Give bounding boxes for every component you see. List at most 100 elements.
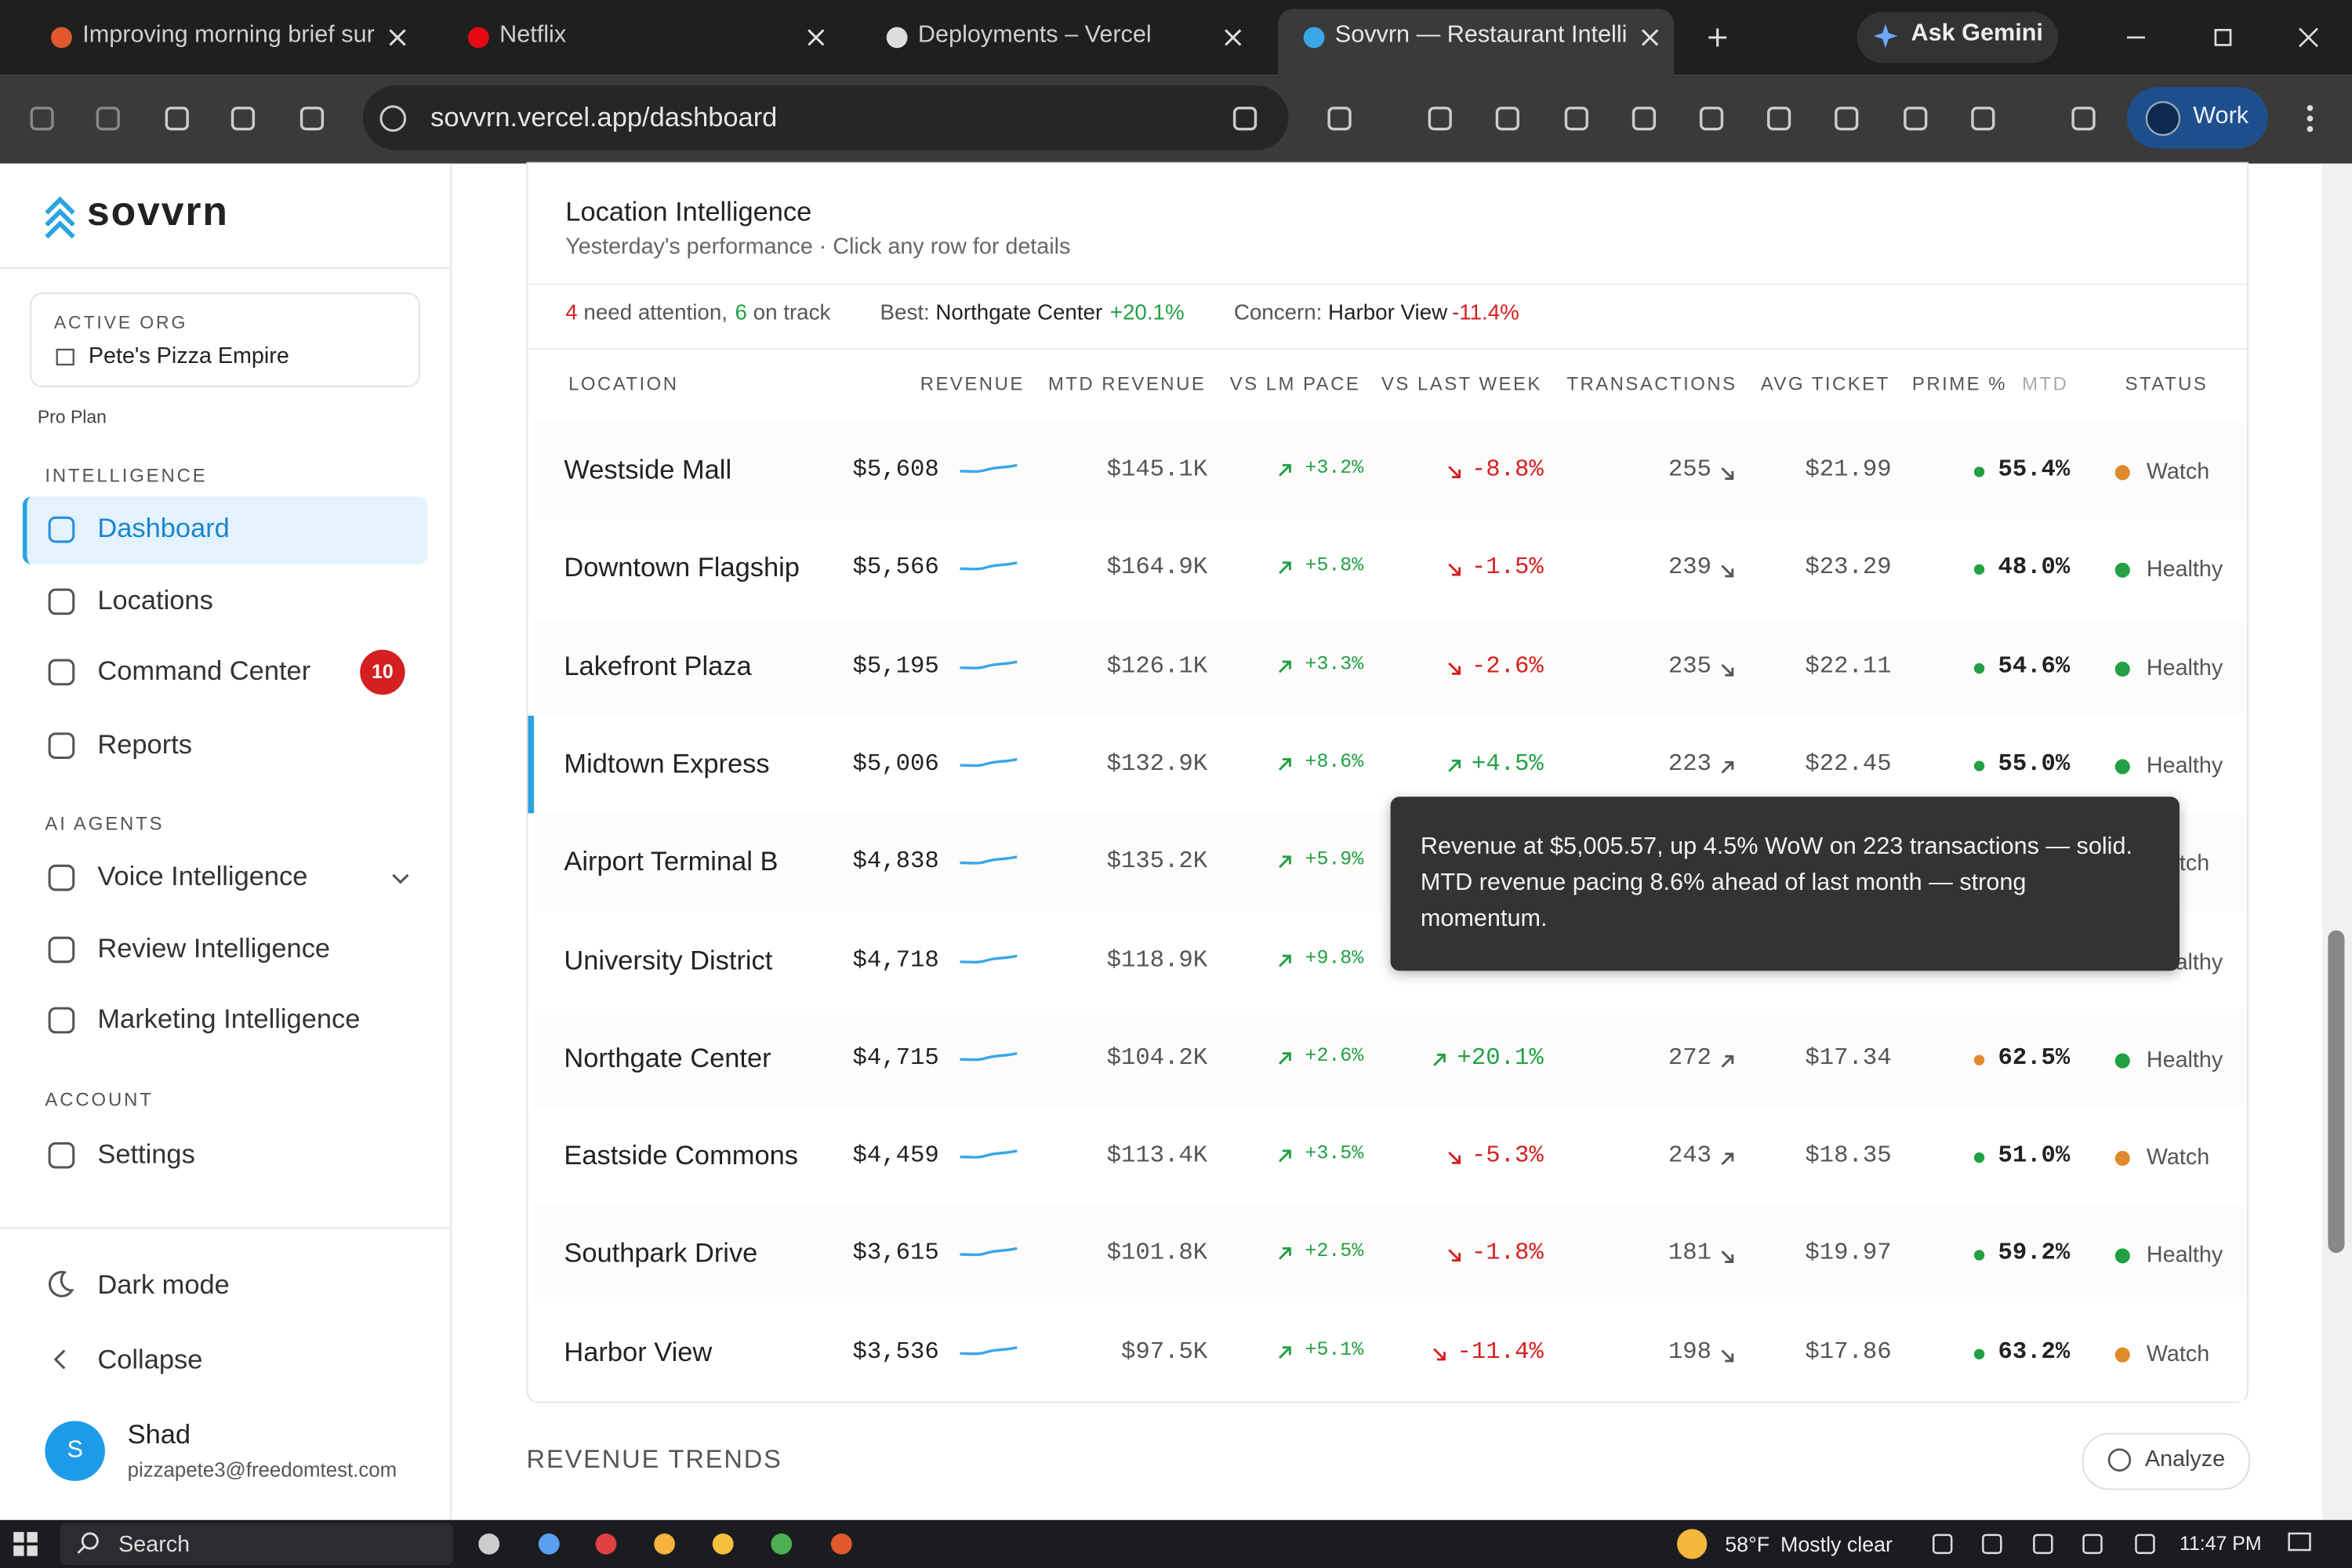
taskbar-app[interactable]: [711, 1532, 735, 1556]
toolbar-icon[interactable]: [1969, 105, 1996, 132]
toolbar-icon[interactable]: [1902, 105, 1929, 132]
new-tab[interactable]: [1708, 28, 1726, 46]
toolbar-icon[interactable]: [1232, 105, 1258, 132]
toolbar-icon[interactable]: [28, 105, 55, 132]
analyze-label[interactable]: Analyze: [2145, 1446, 2225, 1472]
menu[interactable]: [2307, 105, 2314, 132]
tab-title[interactable]: Deployments – Vercel: [918, 23, 1210, 49]
tray-icon[interactable]: [2135, 1534, 2156, 1555]
toolbar-icon[interactable]: [1631, 105, 1657, 132]
nav-item[interactable]: Review Intelligence: [97, 933, 330, 964]
start[interactable]: [13, 1532, 38, 1556]
toolbar-icon[interactable]: [1563, 105, 1590, 132]
summary-text: on track: [753, 302, 831, 326]
taskbar-search[interactable]: Search: [118, 1532, 190, 1558]
tab-favicon[interactable]: [49, 26, 74, 50]
window-control[interactable]: [2299, 28, 2318, 46]
location-name: Downtown Flagship: [564, 553, 800, 584]
toolbar-icon[interactable]: [95, 105, 122, 132]
tab-title[interactable]: Sovvrn — Restaurant Intellig: [1335, 23, 1628, 49]
lm-pace: +5.9%: [1305, 848, 1364, 871]
arrow-down: [1432, 1347, 1446, 1360]
nav-item[interactable]: Voice Intelligence: [97, 862, 307, 893]
nav-item[interactable]: Settings: [97, 1139, 194, 1171]
taskbar-app[interactable]: [770, 1532, 794, 1556]
table-row[interactable]: [534, 1010, 2244, 1107]
tray-icon[interactable]: [2032, 1534, 2053, 1555]
tab-close[interactable]: [808, 30, 823, 45]
collapse[interactable]: Collapse: [97, 1345, 202, 1376]
toolbar-icon[interactable]: [164, 105, 191, 132]
org-name[interactable]: Pete's Pizza Empire: [89, 343, 289, 369]
tab-title[interactable]: Netflix: [499, 23, 724, 49]
tray-icon[interactable]: [1981, 1534, 2002, 1555]
taskbar-app[interactable]: [537, 1532, 561, 1556]
toolbar-icon[interactable]: [230, 105, 256, 132]
analyze-icon[interactable]: [2107, 1448, 2132, 1472]
taskbar-app[interactable]: [594, 1532, 619, 1556]
location-name: University District: [564, 945, 772, 976]
notifications[interactable]: [2288, 1532, 2312, 1553]
row-selected: [528, 716, 534, 813]
tray-icon[interactable]: [1932, 1534, 1953, 1555]
profile-icon[interactable]: [2145, 100, 2181, 136]
arrow-up: [1432, 1053, 1446, 1066]
column-header: TRANSACTIONS: [1566, 374, 1737, 395]
tab-close[interactable]: [1642, 30, 1657, 45]
scrollbar-thumb[interactable]: [2328, 931, 2344, 1253]
table-row[interactable]: [534, 618, 2244, 715]
revenue: $4,715: [852, 1044, 938, 1071]
taskbar-app[interactable]: [477, 1532, 501, 1556]
dark-mode[interactable]: Dark mode: [97, 1269, 229, 1301]
status: Healthy: [2147, 753, 2223, 779]
collapse-icon[interactable]: [54, 1349, 66, 1370]
revenue: $5,195: [852, 652, 938, 679]
profile-name[interactable]: Work: [2193, 103, 2249, 130]
taskbar-app[interactable]: [652, 1532, 677, 1556]
concern-change: -11.4%: [1452, 302, 1519, 326]
mtd-revenue: $164.9K: [1107, 554, 1208, 581]
url[interactable]: sovvrn.vercel.app/dashboard: [430, 102, 777, 133]
location-name: Northgate Center: [564, 1043, 771, 1074]
gemini-label[interactable]: Ask Gemini: [1911, 21, 2043, 48]
nav-item[interactable]: Locations: [97, 585, 212, 616]
tab-favicon[interactable]: [885, 26, 909, 50]
tray-icon[interactable]: [2082, 1534, 2103, 1555]
tab-title[interactable]: Improving morning brief sur: [82, 23, 375, 49]
window-control[interactable]: [2214, 28, 2232, 46]
toolbar-icon[interactable]: [299, 105, 325, 132]
window-control[interactable]: [2127, 28, 2145, 46]
scrollbar[interactable]: [2322, 164, 2352, 1520]
taskbar-app[interactable]: [829, 1532, 854, 1556]
toolbar-icon[interactable]: [2070, 105, 2096, 132]
chevron[interactable]: [391, 873, 409, 884]
site-info[interactable]: [379, 105, 406, 132]
table-row[interactable]: [534, 1206, 2244, 1303]
status: Watch: [2147, 1341, 2209, 1367]
toolbar-icon[interactable]: [1698, 105, 1725, 132]
tab-favicon[interactable]: [466, 26, 491, 50]
toolbar-icon[interactable]: [1326, 105, 1352, 132]
toolbar-icon[interactable]: [1494, 105, 1521, 132]
location-name: Airport Terminal B: [564, 847, 778, 878]
tab-close[interactable]: [1225, 30, 1240, 45]
status: Healthy: [2147, 1047, 2223, 1073]
last-week: +4.5%: [1472, 750, 1544, 777]
toolbar-icon[interactable]: [1427, 105, 1454, 132]
nav-item[interactable]: Reports: [97, 729, 192, 760]
lm-pace: +8.6%: [1305, 750, 1364, 773]
toolbar-icon[interactable]: [1766, 105, 1792, 132]
tab-favicon[interactable]: [1302, 26, 1327, 50]
nav-item[interactable]: Marketing Intelligence: [97, 1004, 360, 1035]
dark-icon[interactable]: [46, 1271, 73, 1298]
table-row[interactable]: [534, 1304, 2244, 1401]
prime: 51.0%: [1998, 1142, 2070, 1169]
avatar: S: [45, 1421, 105, 1481]
tab-close[interactable]: [390, 30, 405, 45]
nav-item[interactable]: Dashboard: [97, 514, 229, 545]
nav-item[interactable]: Command Center: [97, 655, 310, 687]
arrow-up: [1721, 760, 1734, 774]
org-card[interactable]: [30, 292, 419, 387]
table-row[interactable]: [534, 422, 2244, 519]
toolbar-icon[interactable]: [1833, 105, 1860, 132]
